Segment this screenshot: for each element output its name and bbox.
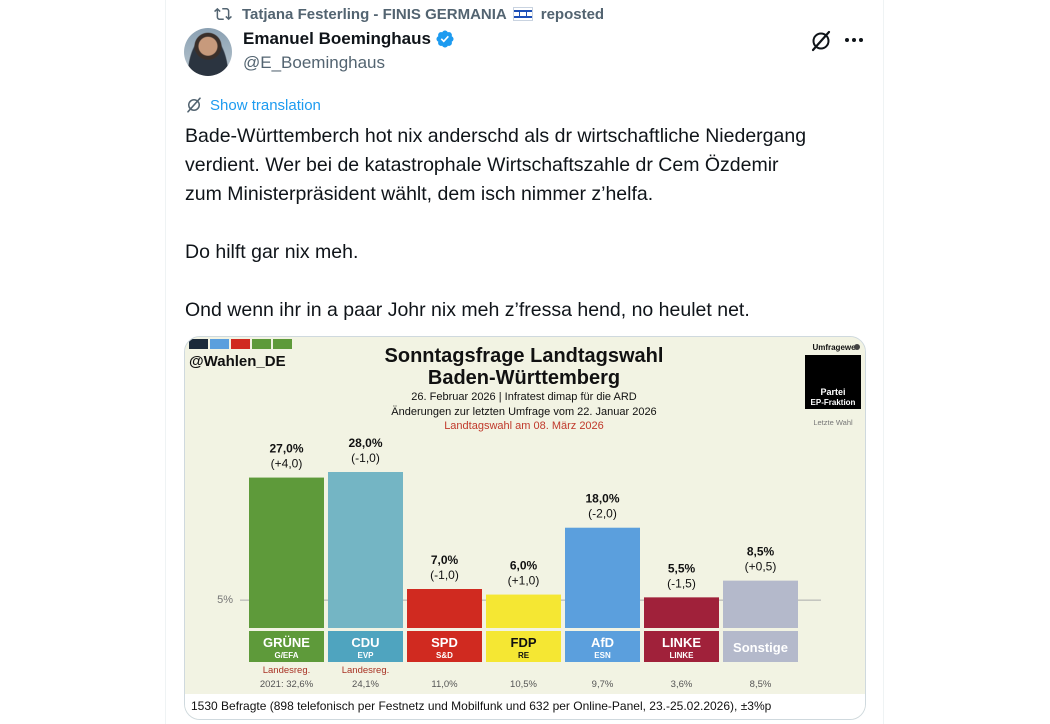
israel-flag-icon (512, 7, 533, 21)
party-label-box (723, 631, 798, 662)
chart-date-line: 26. Februar 2026 | Infratest dimap für d… (411, 391, 636, 403)
party-subgroup: ESN (594, 651, 611, 660)
value-label: 6,0% (510, 559, 538, 573)
poll-chart: @Wahlen_DE Sonntagsfrage LandtagswahlBade… (185, 337, 865, 719)
last-election-value: 10,5% (510, 679, 537, 690)
party-name: SPD (431, 635, 458, 650)
author-handle[interactable]: @E_Boeminghaus (243, 53, 386, 72)
party-name: LINKE (662, 635, 701, 650)
change-label: (-1,5) (667, 576, 696, 590)
legend-dot (854, 344, 860, 350)
tweet-line: verdient. Wer bei de katastrophale Wirts… (185, 154, 779, 176)
tweet-line: Ond wenn ihr in a paar Johr nix meh z’fr… (185, 299, 750, 321)
show-translation-label[interactable]: Show translation (210, 96, 321, 114)
last-election-value: 8,5% (750, 679, 772, 690)
chart-footer: 1530 Befragte (898 telefonisch per Festn… (191, 699, 772, 713)
author-name[interactable]: Emanuel Boeminghaus (243, 29, 431, 48)
party-name: CDU (351, 635, 379, 650)
chart-election-line: Landtagswahl am 08. März 2026 (444, 420, 604, 432)
avatar[interactable] (184, 28, 232, 76)
grok-icon[interactable] (809, 29, 833, 53)
show-translation-link[interactable]: Show translation (185, 96, 321, 114)
logo-strip-block (252, 339, 271, 349)
change-label: (-1,0) (430, 568, 459, 582)
source-tag: @Wahlen_DE (189, 353, 286, 370)
reposter-name[interactable]: Tatjana Festerling - FINIS GERMANIA (242, 5, 507, 23)
author-name-row[interactable]: Emanuel Boeminghaus (243, 29, 455, 49)
repost-indicator[interactable]: Tatjana Festerling - FINIS GERMANIA repo… (214, 3, 604, 25)
value-label: 28,0% (348, 436, 382, 450)
bar-spd (407, 589, 482, 628)
party-name: AfD (591, 635, 614, 650)
party-label-box (249, 631, 324, 662)
more-options-button[interactable] (842, 29, 866, 51)
chart-title-2: Baden-Württemberg (428, 367, 620, 389)
tweet-media-image[interactable]: @Wahlen_DE Sonntagsfrage Landtagswahl Bade… (184, 336, 866, 720)
footer-bg (185, 694, 865, 719)
chart-title: Sonntagsfrage Landtagswahl (385, 345, 664, 367)
party-name: Sonstige (733, 640, 788, 655)
more-icon (845, 38, 849, 42)
reposted-label: reposted (540, 5, 605, 23)
party-label-box (486, 631, 561, 662)
party-subgroup: EVP (357, 651, 374, 660)
party-subgroup: LINKE (670, 651, 695, 660)
party-label-box (407, 631, 482, 662)
party-name: FDP (511, 635, 537, 650)
logo-strip-block (231, 339, 250, 349)
change-label: (-1,0) (351, 451, 380, 465)
legend-black-box (805, 355, 861, 383)
more-icon-dot (859, 38, 863, 42)
value-label: 7,0% (431, 553, 459, 567)
change-label: (+1,0) (508, 574, 540, 588)
bar-linke (644, 597, 719, 628)
bar-fdp (486, 594, 561, 628)
timeline-border-left (165, 0, 166, 724)
tweet-line: zum Ministerpräsident wählt, dem isch ni… (185, 183, 654, 205)
bar-sonstige (723, 580, 798, 628)
change-label: (+4,0) (271, 457, 303, 471)
last-election-value: 9,7% (592, 679, 614, 690)
bar-afd (565, 527, 640, 628)
logo-strip-block (273, 339, 292, 349)
tweet-line: Bade-Württemberch hot nix anderschd als … (185, 125, 807, 147)
value-label: 18,0% (585, 492, 619, 506)
change-label: (-2,0) (588, 507, 617, 521)
last-election-value: 11,0% (431, 679, 458, 690)
last-election-value: 3,6% (671, 679, 693, 690)
grok-translate-icon (187, 97, 201, 113)
value-label: 5,5% (668, 561, 696, 575)
change-label: (+0,5) (745, 560, 777, 574)
legend-last-election: Letzte Wahl (813, 418, 853, 427)
chart-change-line: Änderungen zur letzten Umfrage vom 22. J… (391, 406, 656, 418)
legend-box (805, 383, 861, 409)
timeline-border-right (883, 0, 884, 724)
legend-title: Umfragewe (812, 343, 856, 352)
tweet-line: Do hilft gar nix meh. (185, 241, 359, 263)
tweet-text: Bade-Württemberch hot nix anderschd als … (185, 122, 875, 325)
value-label: 8,5% (747, 545, 775, 559)
logo-strip-block (210, 339, 229, 349)
party-label-box (565, 631, 640, 662)
last-election-value: 24,1% (352, 679, 379, 690)
bar-grüne (249, 477, 324, 628)
legend-fraction: EP-Fraktion (811, 398, 856, 407)
repost-icon (214, 7, 232, 21)
party-subgroup: G/EFA (274, 651, 298, 660)
bar-cdu (328, 472, 403, 628)
more-icon-dot (852, 38, 856, 42)
logo-strip-block (189, 339, 208, 349)
party-subgroup: S&D (436, 651, 453, 660)
party-label-box (328, 631, 403, 662)
government-label: Landesreg. (342, 665, 390, 676)
value-label: 27,0% (269, 442, 303, 456)
last-election-value: 2021: 32,6% (260, 679, 314, 690)
verified-badge-icon (436, 30, 454, 48)
party-name: GRÜNE (263, 635, 310, 650)
party-subgroup: RE (518, 651, 530, 660)
party-label-box (644, 631, 719, 662)
threshold-label: 5% (217, 594, 233, 606)
legend-party: Partei (820, 387, 845, 397)
government-label: Landesreg. (263, 665, 311, 676)
